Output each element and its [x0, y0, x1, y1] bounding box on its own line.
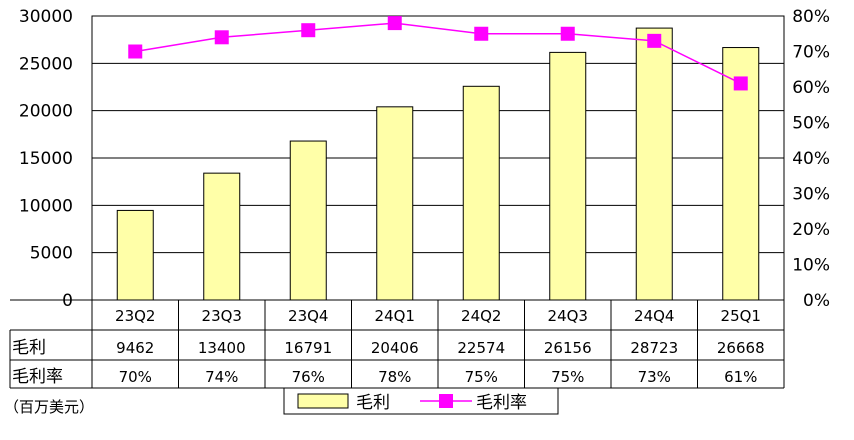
- x-category-label: 23Q4: [288, 307, 328, 325]
- legend-line-marker: [439, 394, 453, 408]
- y-right-tick-label: 30%: [792, 185, 830, 205]
- table-cell: 73%: [638, 368, 671, 386]
- x-category-label: 24Q3: [548, 307, 588, 325]
- y-right-tick-label: 50%: [792, 114, 830, 134]
- bar-series: [116, 27, 760, 301]
- table-cell: 61%: [724, 368, 757, 386]
- y-left-tick-label: 15000: [19, 149, 73, 169]
- series-line: [135, 22, 742, 85]
- table-cell: 74%: [205, 368, 238, 386]
- bar: [116, 209, 154, 301]
- line-series: [128, 16, 748, 91]
- table-cell: 26668: [717, 339, 765, 357]
- x-category-label: 23Q2: [115, 307, 155, 325]
- unit-note: （百万美元）: [4, 398, 94, 416]
- table-cell: 75%: [551, 368, 584, 386]
- line-marker: [733, 76, 748, 91]
- legend-line-label: 毛利率: [476, 393, 527, 413]
- y-right-tick-label: 70%: [792, 43, 830, 63]
- y-right-tick-label: 60%: [792, 78, 830, 98]
- table-row-header: 毛利: [12, 338, 46, 358]
- table-row-header: 毛利率: [12, 367, 63, 387]
- x-category-label: 24Q2: [461, 307, 501, 325]
- y-axis-right: 0% 10% 20% 30% 40% 50% 60% 70% 80%: [792, 7, 830, 311]
- table-cell: 75%: [465, 368, 498, 386]
- y-left-tick-label: 25000: [19, 54, 73, 74]
- y-right-tick-label: 80%: [792, 7, 830, 27]
- table-cell: 16791: [284, 339, 332, 357]
- line-marker: [387, 16, 402, 31]
- legend-box: [283, 387, 559, 415]
- x-category-label: 25Q1: [721, 307, 761, 325]
- table-cell: 22574: [457, 339, 505, 357]
- gridlines: [92, 15, 784, 301]
- table-cell: 28723: [630, 339, 678, 357]
- y-right-tick-label: 20%: [792, 220, 830, 240]
- x-category-label: 24Q4: [634, 307, 674, 325]
- y-right-tick-label: 0%: [803, 291, 830, 311]
- bar: [203, 172, 241, 301]
- table-cell: 20406: [371, 339, 419, 357]
- y-left-tick-label: 10000: [19, 196, 73, 216]
- table-cell: 76%: [292, 368, 325, 386]
- table-cell: 13400: [198, 339, 246, 357]
- line-marker: [560, 26, 575, 41]
- y-left-tick-label: 20000: [19, 102, 73, 122]
- y-axis-left: 0 5000 10000 15000 20000 25000 30000: [19, 7, 73, 311]
- table-cell: 9462: [116, 339, 154, 357]
- line-marker: [128, 44, 143, 59]
- y-right-tick-label: 40%: [792, 149, 830, 169]
- y-left-tick-label: 0: [62, 291, 73, 311]
- legend-bar-swatch: [297, 393, 349, 409]
- table-cell: 78%: [378, 368, 411, 386]
- x-category-label: 24Q1: [375, 307, 415, 325]
- bar: [376, 106, 414, 301]
- line-marker: [474, 26, 489, 41]
- legend: 毛利 毛利率: [283, 387, 559, 415]
- line-marker: [647, 33, 662, 48]
- x-category-label: 23Q3: [202, 307, 242, 325]
- bar: [549, 51, 587, 301]
- y-right-tick-label: 10%: [792, 256, 830, 276]
- data-table: 23Q2 23Q3 23Q4 24Q1 24Q2 24Q3 24Q4 25Q1 毛利 9462 13…: [9, 299, 785, 389]
- table-cell: 26156: [544, 339, 592, 357]
- bar: [462, 85, 500, 301]
- line-marker: [214, 30, 229, 45]
- y-left-tick-label: 30000: [19, 7, 73, 27]
- line-marker: [301, 23, 316, 38]
- table-cell: 70%: [119, 368, 152, 386]
- y-left-tick-label: 5000: [30, 244, 73, 264]
- bar: [635, 27, 673, 301]
- bar: [289, 140, 327, 301]
- legend-bar-label: 毛利: [356, 393, 390, 413]
